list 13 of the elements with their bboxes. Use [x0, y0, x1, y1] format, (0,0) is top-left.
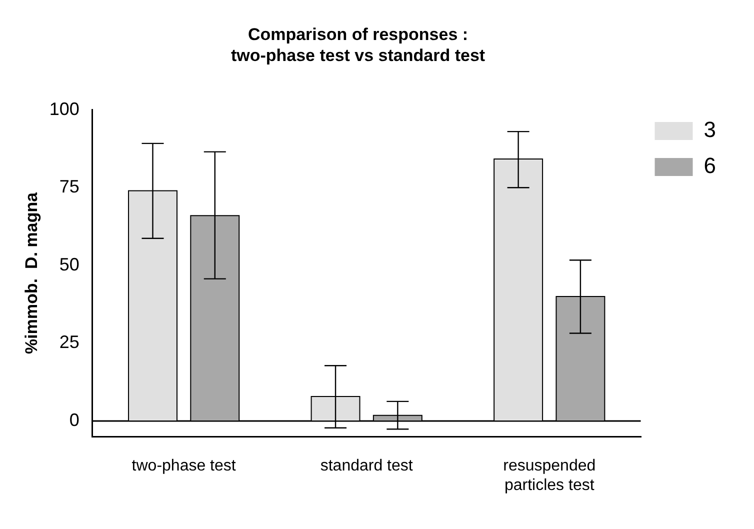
- y-tick-label: 0: [69, 410, 80, 430]
- chart-title: Comparison of responses :: [246, 24, 470, 45]
- x-tick-label: resuspended particles test: [503, 458, 596, 494]
- chart-subtitle: two-phase test vs standard test: [230, 45, 486, 66]
- y-tick-label: 75: [59, 176, 80, 197]
- y-tick-label: 25: [59, 332, 80, 352]
- x-tick-label: standard test: [320, 458, 414, 475]
- legend-label: 6: [704, 153, 716, 178]
- y-tick-label: 100: [49, 98, 80, 119]
- y-axis-title: %immob. D. magna: [22, 192, 41, 354]
- x-tick-label: two-phase test: [132, 458, 236, 475]
- legend-label: 3: [704, 117, 716, 142]
- y-tick-label: 50: [59, 254, 80, 274]
